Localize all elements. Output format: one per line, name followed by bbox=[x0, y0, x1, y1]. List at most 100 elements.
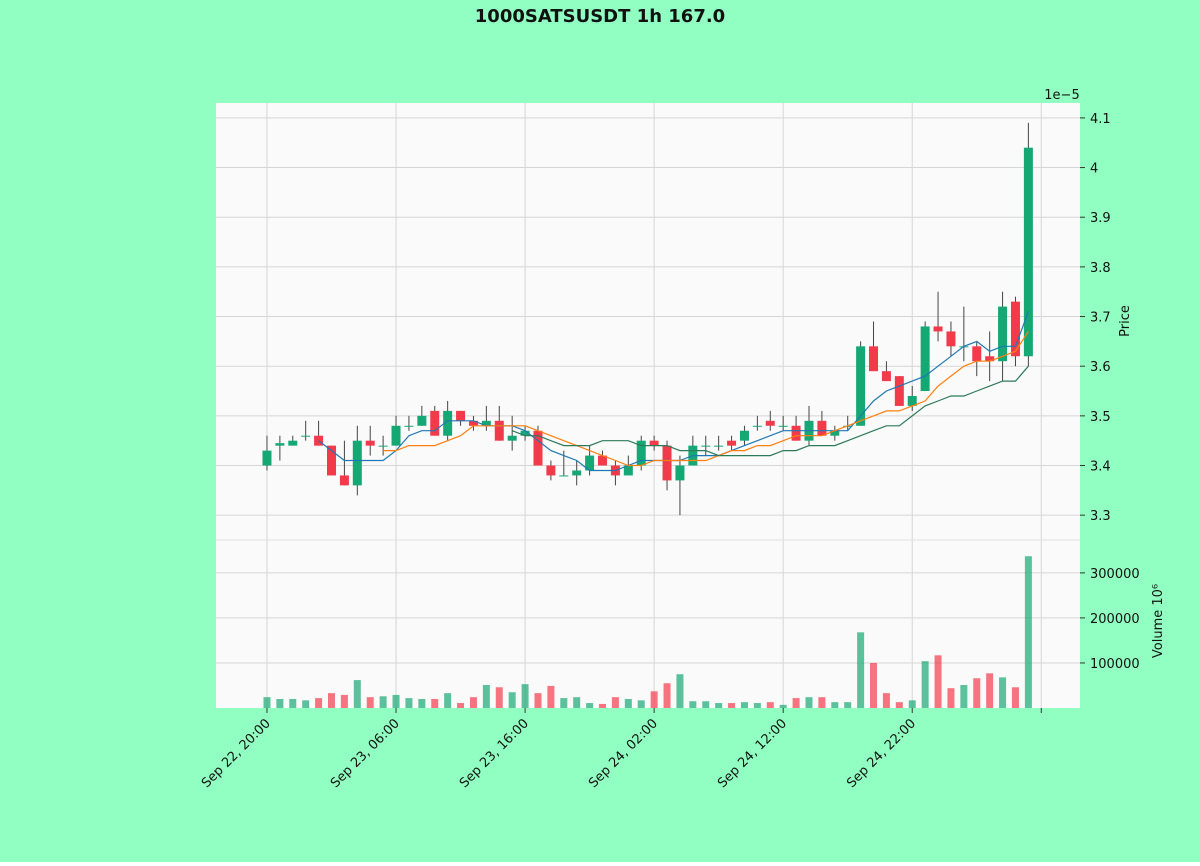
candle-body bbox=[352, 440, 362, 486]
axis-offset: 1e−5 bbox=[1044, 88, 1079, 103]
candle-body bbox=[443, 410, 453, 436]
volume-bar bbox=[650, 691, 658, 708]
candle-body bbox=[288, 440, 298, 446]
candle-body bbox=[520, 430, 530, 436]
volume-bar bbox=[882, 693, 890, 708]
candle-body bbox=[894, 376, 904, 406]
volume-axis-label: Volume 10⁶ bbox=[1151, 584, 1166, 658]
volume-bar bbox=[547, 685, 555, 708]
candle-body bbox=[559, 475, 569, 477]
y-tick-label: 3.9 bbox=[1090, 211, 1111, 226]
volume-bar bbox=[1024, 556, 1032, 708]
volume-tick-label: 300000 bbox=[1090, 567, 1140, 582]
candle-body bbox=[365, 440, 375, 446]
volume-bar bbox=[586, 703, 594, 708]
candle-body bbox=[972, 346, 982, 362]
candle-body bbox=[623, 465, 633, 476]
volume-bar bbox=[611, 697, 619, 708]
volume-bar bbox=[482, 685, 490, 708]
volume-bar bbox=[792, 698, 800, 708]
candle-body bbox=[507, 435, 517, 441]
volume-bar bbox=[999, 677, 1007, 708]
volume-bar bbox=[805, 697, 813, 708]
candle-body bbox=[817, 420, 827, 436]
candle-body bbox=[585, 455, 595, 471]
volume-bar bbox=[560, 698, 568, 708]
candle-body bbox=[830, 430, 840, 436]
volume-bar bbox=[715, 703, 723, 708]
volume-bar bbox=[340, 694, 348, 708]
volume-bar bbox=[689, 701, 697, 708]
candle-body bbox=[649, 440, 659, 446]
volume-bar bbox=[624, 698, 632, 708]
volume-bar bbox=[818, 697, 826, 708]
candle-body bbox=[481, 420, 491, 426]
volume-tick-label: 200000 bbox=[1090, 612, 1140, 627]
candle-body bbox=[262, 450, 272, 466]
candle-body bbox=[327, 445, 337, 476]
candle-body bbox=[430, 410, 440, 436]
plot-area bbox=[216, 103, 1080, 708]
volume-bar bbox=[1011, 687, 1019, 708]
candle-body bbox=[752, 425, 762, 427]
candle-body bbox=[675, 465, 685, 481]
candle-body bbox=[572, 470, 582, 476]
moving-average bbox=[511, 365, 1029, 457]
volume-bar bbox=[728, 703, 736, 708]
y-tick-label: 3.4 bbox=[1090, 460, 1111, 475]
volume-bar bbox=[573, 697, 581, 708]
volume-bar bbox=[702, 701, 710, 708]
candle-body bbox=[1023, 147, 1033, 357]
volume-bar bbox=[908, 700, 916, 708]
moving-average bbox=[383, 331, 1029, 467]
y-tick-label: 3.3 bbox=[1090, 509, 1111, 524]
candle-body bbox=[714, 445, 724, 447]
candle-body bbox=[869, 346, 879, 372]
volume-bar bbox=[831, 702, 839, 708]
candle-body bbox=[881, 371, 891, 382]
candle-body bbox=[856, 346, 866, 426]
volume-bar bbox=[353, 680, 361, 708]
volume-bar bbox=[534, 693, 542, 708]
volume-bar bbox=[960, 685, 968, 708]
volume-bar bbox=[276, 698, 284, 708]
candle-body bbox=[739, 430, 749, 441]
volume-bar bbox=[457, 703, 465, 708]
volume-bar bbox=[289, 698, 297, 708]
volume-bar bbox=[895, 702, 903, 708]
y-tick-label: 3.6 bbox=[1090, 360, 1111, 375]
volume-bar bbox=[947, 688, 955, 708]
volume-bar bbox=[857, 632, 865, 708]
candle-body bbox=[404, 425, 414, 427]
y-tick-label: 3.7 bbox=[1090, 311, 1111, 326]
candle-body bbox=[378, 445, 388, 447]
candle-body bbox=[598, 455, 608, 466]
volume-bar bbox=[418, 698, 426, 708]
candle-body bbox=[946, 331, 956, 347]
volume-bar bbox=[921, 661, 929, 708]
volume-bar bbox=[663, 683, 671, 708]
volume-bar bbox=[599, 703, 607, 708]
candle-body bbox=[301, 435, 311, 437]
y-tick-label: 3.8 bbox=[1090, 261, 1111, 276]
volume-bar bbox=[302, 700, 310, 708]
y-tick-label: 3.5 bbox=[1090, 410, 1111, 425]
volume-bar bbox=[366, 697, 374, 708]
y-tick-label: 4 bbox=[1090, 162, 1098, 177]
volume-bar bbox=[379, 696, 387, 708]
volume-bar bbox=[844, 702, 852, 708]
volume-bar bbox=[431, 698, 439, 708]
candle-body bbox=[468, 420, 478, 426]
candle-body bbox=[727, 440, 737, 446]
candle-body bbox=[494, 420, 504, 441]
volume-bar bbox=[973, 678, 981, 708]
candle-body bbox=[456, 410, 466, 421]
candle-body bbox=[533, 430, 543, 466]
volume-bar bbox=[870, 662, 878, 708]
candle-body bbox=[998, 306, 1008, 362]
volume-bar bbox=[521, 684, 529, 708]
candle-body bbox=[339, 475, 349, 486]
volume-bar bbox=[469, 697, 477, 708]
y-tick-label: 4.1 bbox=[1090, 112, 1111, 127]
